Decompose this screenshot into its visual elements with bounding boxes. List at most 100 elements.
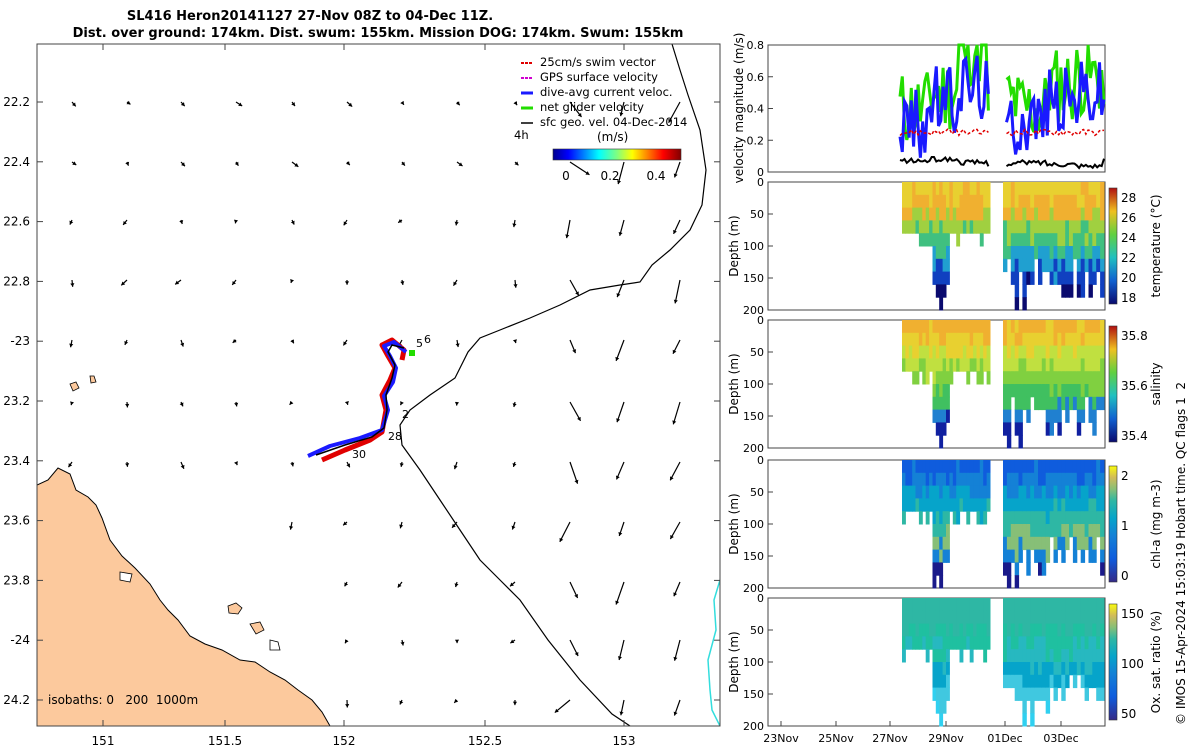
profile-cell [925, 358, 930, 372]
profile-cell [1041, 536, 1047, 551]
profile-cell [935, 649, 940, 663]
profile-cell [932, 511, 937, 525]
profile-cell [1088, 233, 1093, 247]
profile-cell [1045, 384, 1051, 398]
legend-item-dive-avg: dive-avg current veloc. [521, 85, 673, 99]
profile-cell [973, 207, 977, 221]
profile-cell [1057, 194, 1062, 209]
profile-cell [1065, 220, 1070, 234]
profile-cell [925, 182, 930, 196]
profile-cell [918, 358, 923, 372]
profile-cell [959, 332, 964, 347]
profile-cell [1049, 472, 1054, 487]
profile-cell [962, 332, 967, 347]
profile-cell [959, 485, 964, 499]
profile-cell [1049, 498, 1054, 512]
profile-cell [925, 320, 930, 334]
profile-cell [1076, 207, 1082, 221]
profile-cell [932, 396, 937, 411]
profile-cell [1069, 396, 1074, 411]
profile-cell [1006, 662, 1012, 676]
profile-cell [1092, 472, 1097, 487]
current-vector [569, 401, 582, 422]
profile-ytick-label: 100 [743, 518, 764, 531]
profile-cell [1072, 498, 1078, 512]
profile-cell [959, 358, 964, 372]
profile-cell [1080, 384, 1086, 398]
current-vector [673, 639, 681, 661]
profile-cell [935, 485, 940, 499]
profile-cell [962, 498, 967, 512]
profile-cell [946, 649, 950, 663]
profile-cell [959, 182, 964, 196]
profile-cell [1057, 536, 1062, 551]
profile-cell [935, 598, 940, 612]
profile-cell [1069, 258, 1074, 273]
profile-cell [932, 498, 937, 512]
current-vector [513, 279, 518, 288]
profile-cell [1018, 524, 1023, 538]
profile-cell [1006, 636, 1012, 650]
profile-cell [942, 332, 947, 347]
profile-cell [932, 409, 937, 423]
profile-cell [946, 371, 950, 385]
profile-cell [1084, 246, 1089, 260]
profile-cell [1065, 536, 1070, 551]
profile-cell [1003, 371, 1008, 385]
profile-cell [1034, 207, 1039, 221]
profile-cell [912, 623, 917, 637]
profile-cell [952, 598, 957, 612]
profile-cell [1084, 536, 1089, 551]
profile-cell [973, 472, 977, 487]
profile-cell [1014, 207, 1020, 221]
profile-cell [932, 610, 937, 625]
profile-cell [1084, 233, 1089, 247]
profile-cell [1014, 345, 1020, 359]
profile-cell [939, 284, 944, 298]
profile-cell [1100, 194, 1105, 209]
profile-cell [1049, 460, 1054, 474]
current-vector [673, 699, 681, 716]
profile-cell [1069, 284, 1074, 298]
profile-cell [1003, 662, 1008, 676]
profile-cell [1014, 320, 1020, 334]
current-vector [512, 219, 517, 228]
current-vector [616, 401, 625, 423]
profile-cell [1003, 610, 1008, 625]
profile-cell [1088, 320, 1093, 334]
profile-cell [1100, 233, 1105, 247]
map-xtick-label: 151 [92, 734, 115, 748]
profile-cell [1088, 623, 1093, 637]
profile-cell [905, 194, 910, 209]
profile-colorbar-tick: 35.8 [1121, 329, 1148, 343]
profile-cell [1022, 636, 1027, 650]
profile-cell [1030, 246, 1035, 260]
profile-cell [1026, 246, 1031, 260]
profile-cell [946, 472, 950, 487]
current-vector [231, 279, 237, 286]
profile-cell [1034, 233, 1039, 247]
profile-cell [1049, 345, 1054, 359]
profile-cell [1022, 207, 1027, 221]
profile-cell [1018, 332, 1023, 347]
profile-cell [1080, 536, 1086, 551]
profile-cell [1003, 498, 1008, 512]
profile-cell [983, 320, 988, 334]
current-vector [235, 101, 243, 107]
profile-cell [1069, 220, 1074, 234]
profile-cell [1018, 345, 1023, 359]
current-vector [400, 279, 405, 285]
profile-cell [1045, 258, 1051, 273]
profile-cell [1092, 220, 1097, 234]
profile-cell [1006, 358, 1012, 372]
profile-cell [912, 598, 917, 612]
profile-cell [1049, 485, 1054, 499]
profile-cell [959, 636, 964, 650]
profile-cell [932, 562, 937, 576]
profile-cell [1069, 649, 1074, 663]
profile-cell [949, 472, 954, 487]
profile-cell [1076, 623, 1082, 637]
profile-cell [905, 636, 910, 650]
profile-cell [942, 610, 947, 625]
